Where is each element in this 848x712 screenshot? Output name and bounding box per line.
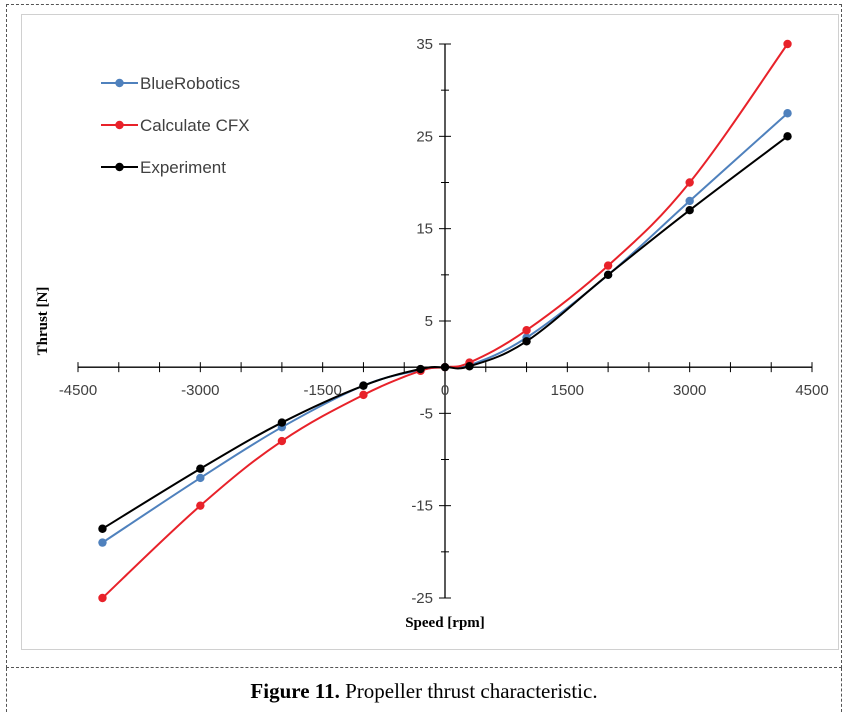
y-tick-label: 5 xyxy=(425,313,433,330)
data-point-experiment xyxy=(465,362,474,371)
caption-text: Propeller thrust characteristic. xyxy=(339,679,598,703)
data-point-bluerobotics xyxy=(196,473,205,483)
legend-label: Calculate CFX xyxy=(140,116,250,135)
legend-label: Experiment xyxy=(140,158,226,177)
legend-marker xyxy=(115,78,124,88)
data-point-bluerobotics xyxy=(98,538,107,547)
data-point-calculate-cfx xyxy=(277,436,287,446)
data-point-calculate-cfx xyxy=(98,593,107,603)
data-point-experiment xyxy=(685,206,694,215)
legend-entry-calculate-cfx: Calculate CFX xyxy=(101,116,250,135)
x-axis-title: Speed [rpm] xyxy=(405,615,485,631)
data-point-experiment xyxy=(98,524,107,533)
series-layer xyxy=(98,39,792,603)
data-point-experiment xyxy=(196,464,205,473)
y-tick-label: -5 xyxy=(420,405,433,422)
data-point-calculate-cfx xyxy=(359,390,368,400)
legend-marker xyxy=(115,162,124,172)
y-tick-label: 15 xyxy=(416,221,433,238)
legend-entry-bluerobotics: BlueRobotics xyxy=(101,74,240,93)
y-tick-label: -25 xyxy=(411,590,433,607)
data-point-calculate-cfx xyxy=(603,261,613,270)
series-experiment xyxy=(98,132,792,533)
y-tick-label: 35 xyxy=(416,36,433,53)
data-point-experiment xyxy=(783,132,792,141)
axes: -4500 -3000 -1500 0 1500 3000 4500 -25 -15 -5 5 15 2… xyxy=(59,36,829,607)
x-tick-label: -1500 xyxy=(303,382,341,399)
data-point-experiment xyxy=(359,381,368,390)
x-tick-label: -4500 xyxy=(59,382,97,399)
plot-area xyxy=(21,14,839,650)
thrust-chart: -4500 -3000 -1500 0 1500 3000 4500 -25 -15 -5 5 15 2… xyxy=(35,36,829,631)
x-tick-label: 1500 xyxy=(551,382,584,399)
data-point-experiment xyxy=(522,337,531,346)
y-tick-label: 25 xyxy=(416,128,433,145)
figure-caption: Figure 11. Propeller thrust characterist… xyxy=(0,679,848,704)
data-point-experiment xyxy=(603,270,613,280)
legend-entry-experiment: Experiment xyxy=(101,158,226,177)
data-point-bluerobotics xyxy=(685,196,694,206)
data-point-experiment xyxy=(277,418,287,427)
legend-marker xyxy=(115,120,124,130)
data-point-calculate-cfx xyxy=(196,501,205,510)
y-axis-title: Thrust [N] xyxy=(35,287,51,356)
data-point-calculate-cfx xyxy=(783,39,792,49)
x-tick-label: 0 xyxy=(441,382,449,399)
legend-label: BlueRobotics xyxy=(140,74,240,93)
figure-frame xyxy=(6,4,842,668)
x-tick-label: -3000 xyxy=(181,382,219,399)
y-tick-label: -15 xyxy=(411,498,433,515)
data-point-experiment xyxy=(416,364,425,374)
data-point-experiment xyxy=(440,362,450,372)
data-point-calculate-cfx xyxy=(685,178,694,187)
data-point-calculate-cfx xyxy=(522,326,531,335)
caption-frame xyxy=(6,668,842,712)
x-tick-label: 3000 xyxy=(673,382,706,399)
data-point-bluerobotics xyxy=(783,109,792,118)
caption-label: Figure 11. xyxy=(250,679,340,703)
legend: BlueRobotics Calculate CFX Experiment xyxy=(101,74,250,177)
x-tick-label: 4500 xyxy=(795,382,828,399)
